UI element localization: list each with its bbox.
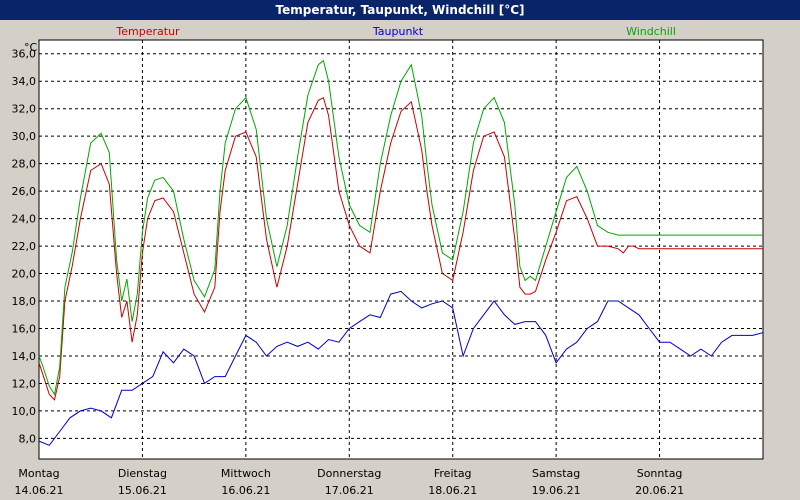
x-tick-date: 14.06.21 <box>15 484 64 497</box>
y-tick-label: 22,0 <box>12 240 37 253</box>
y-tick-label: 18,0 <box>12 295 37 308</box>
y-axis-ticks: 8,0 10,0 12,0 14,0 16,0 18,0 20,0 22,0 24,0 26,0 2… <box>12 48 37 446</box>
x-tick-weekday: Mittwoch <box>221 467 271 480</box>
x-tick-date: 18.06.21 <box>428 484 477 497</box>
y-tick-label: 20,0 <box>12 268 37 281</box>
x-tick-date: 15.06.21 <box>118 484 167 497</box>
y-tick-label: 26,0 <box>12 185 37 198</box>
x-tick-date: 20.06.21 <box>635 484 684 497</box>
x-tick-date: 16.06.21 <box>221 484 270 497</box>
y-tick-label: 8,0 <box>19 432 37 445</box>
series-line-temperatur <box>38 96 763 401</box>
x-tick-date: 19.06.21 <box>532 484 581 497</box>
series-line-taupunkt <box>38 290 764 446</box>
y-unit-label: °C <box>24 41 38 54</box>
y-tick-label: 30,0 <box>12 130 37 143</box>
y-tick-label: 16,0 <box>12 322 37 335</box>
legend-windchill: Windchill <box>626 25 676 38</box>
y-tick-label: 24,0 <box>12 213 37 226</box>
x-axis-ticks: Montag 14.06.21 Dienstag 15.06.21 Mittwoch 16… <box>15 467 685 497</box>
chart-area: 8,0 10,0 12,0 14,0 16,0 18,0 20,0 22,0 24,0 26,0 2… <box>0 20 800 500</box>
legend-taupunkt: Taupunkt <box>372 25 424 38</box>
window-title: Temperatur, Taupunkt, Windchill [°C] <box>0 0 800 20</box>
y-tick-label: 36,0 <box>12 48 37 61</box>
x-tick-weekday: Freitag <box>434 467 472 480</box>
x-tick-weekday: Dienstag <box>118 467 167 480</box>
y-tick-label: 14,0 <box>12 350 37 363</box>
grid-lines <box>39 40 763 459</box>
x-tick-weekday: Samstag <box>532 467 580 480</box>
x-tick-weekday: Montag <box>18 467 59 480</box>
x-tick-weekday: Donnerstag <box>317 467 381 480</box>
legend: Temperatur Taupunkt Windchill <box>115 25 676 38</box>
temperature-chart: 8,0 10,0 12,0 14,0 16,0 18,0 20,0 22,0 24,0 26,0 2… <box>12 25 764 497</box>
legend-temperatur: Temperatur <box>115 25 180 38</box>
x-tick-date: 17.06.21 <box>325 484 374 497</box>
y-tick-label: 12,0 <box>12 377 37 390</box>
y-tick-label: 28,0 <box>12 158 37 171</box>
y-tick-label: 10,0 <box>12 405 37 418</box>
y-tick-label: 34,0 <box>12 75 37 88</box>
x-tick-weekday: Sonntag <box>637 467 683 480</box>
plot-background <box>38 39 764 460</box>
series-line-windchill <box>38 59 763 396</box>
y-tick-label: 32,0 <box>12 103 37 116</box>
series-lines <box>38 59 764 446</box>
